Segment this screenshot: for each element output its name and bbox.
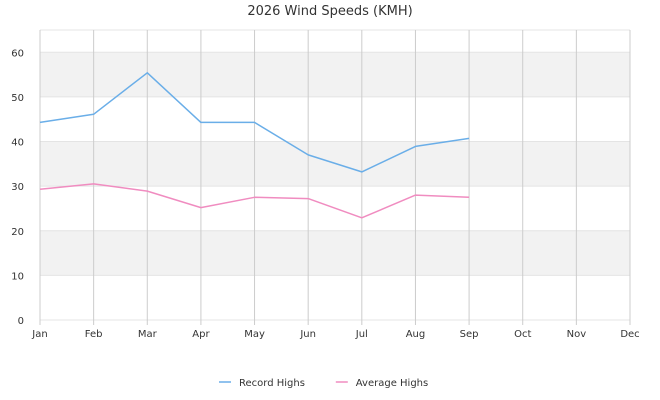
x-tick-label: Oct bbox=[514, 329, 531, 340]
series-line bbox=[39, 72, 470, 173]
grid-band bbox=[40, 230, 630, 276]
legend-label: Record Highs bbox=[239, 378, 305, 389]
y-tick-label: 20 bbox=[11, 227, 24, 238]
series-line bbox=[39, 183, 470, 219]
legend: Record Highs Average Highs bbox=[219, 378, 428, 389]
x-tick-label: Sep bbox=[460, 329, 479, 340]
y-tick-label: 30 bbox=[11, 182, 24, 193]
x-tick-label: Jul bbox=[355, 329, 368, 340]
y-axis-ticks: 0 10 20 30 40 50 60 bbox=[11, 48, 24, 327]
x-tick-label: Jan bbox=[31, 329, 47, 340]
x-tick-label: Mar bbox=[138, 329, 158, 340]
x-tick-label: Nov bbox=[567, 329, 587, 340]
x-tick-label: Jun bbox=[299, 329, 316, 340]
legend-label: Average Highs bbox=[356, 378, 428, 389]
y-tick-label: 40 bbox=[11, 138, 24, 149]
x-tick-label: Apr bbox=[192, 329, 210, 340]
x-tick-label: May bbox=[244, 329, 265, 340]
chart-title: 2026 Wind Speeds (KMH) bbox=[247, 4, 412, 19]
x-axis-ticks: Jan Feb Mar Apr May Jun Jul Aug Sep Oct Nov Dec bbox=[31, 329, 639, 340]
y-tick-label: 60 bbox=[11, 48, 24, 59]
y-tick-label: 10 bbox=[11, 271, 24, 282]
y-tick-label: 0 bbox=[18, 316, 24, 327]
x-tick-label: Aug bbox=[406, 329, 426, 340]
x-tick-label: Feb bbox=[85, 329, 103, 340]
series-lines bbox=[39, 72, 470, 219]
grid-band bbox=[40, 52, 630, 97]
x-tick-label: Dec bbox=[620, 329, 639, 340]
gridlines bbox=[39, 29, 631, 325]
y-tick-label: 50 bbox=[11, 93, 24, 104]
